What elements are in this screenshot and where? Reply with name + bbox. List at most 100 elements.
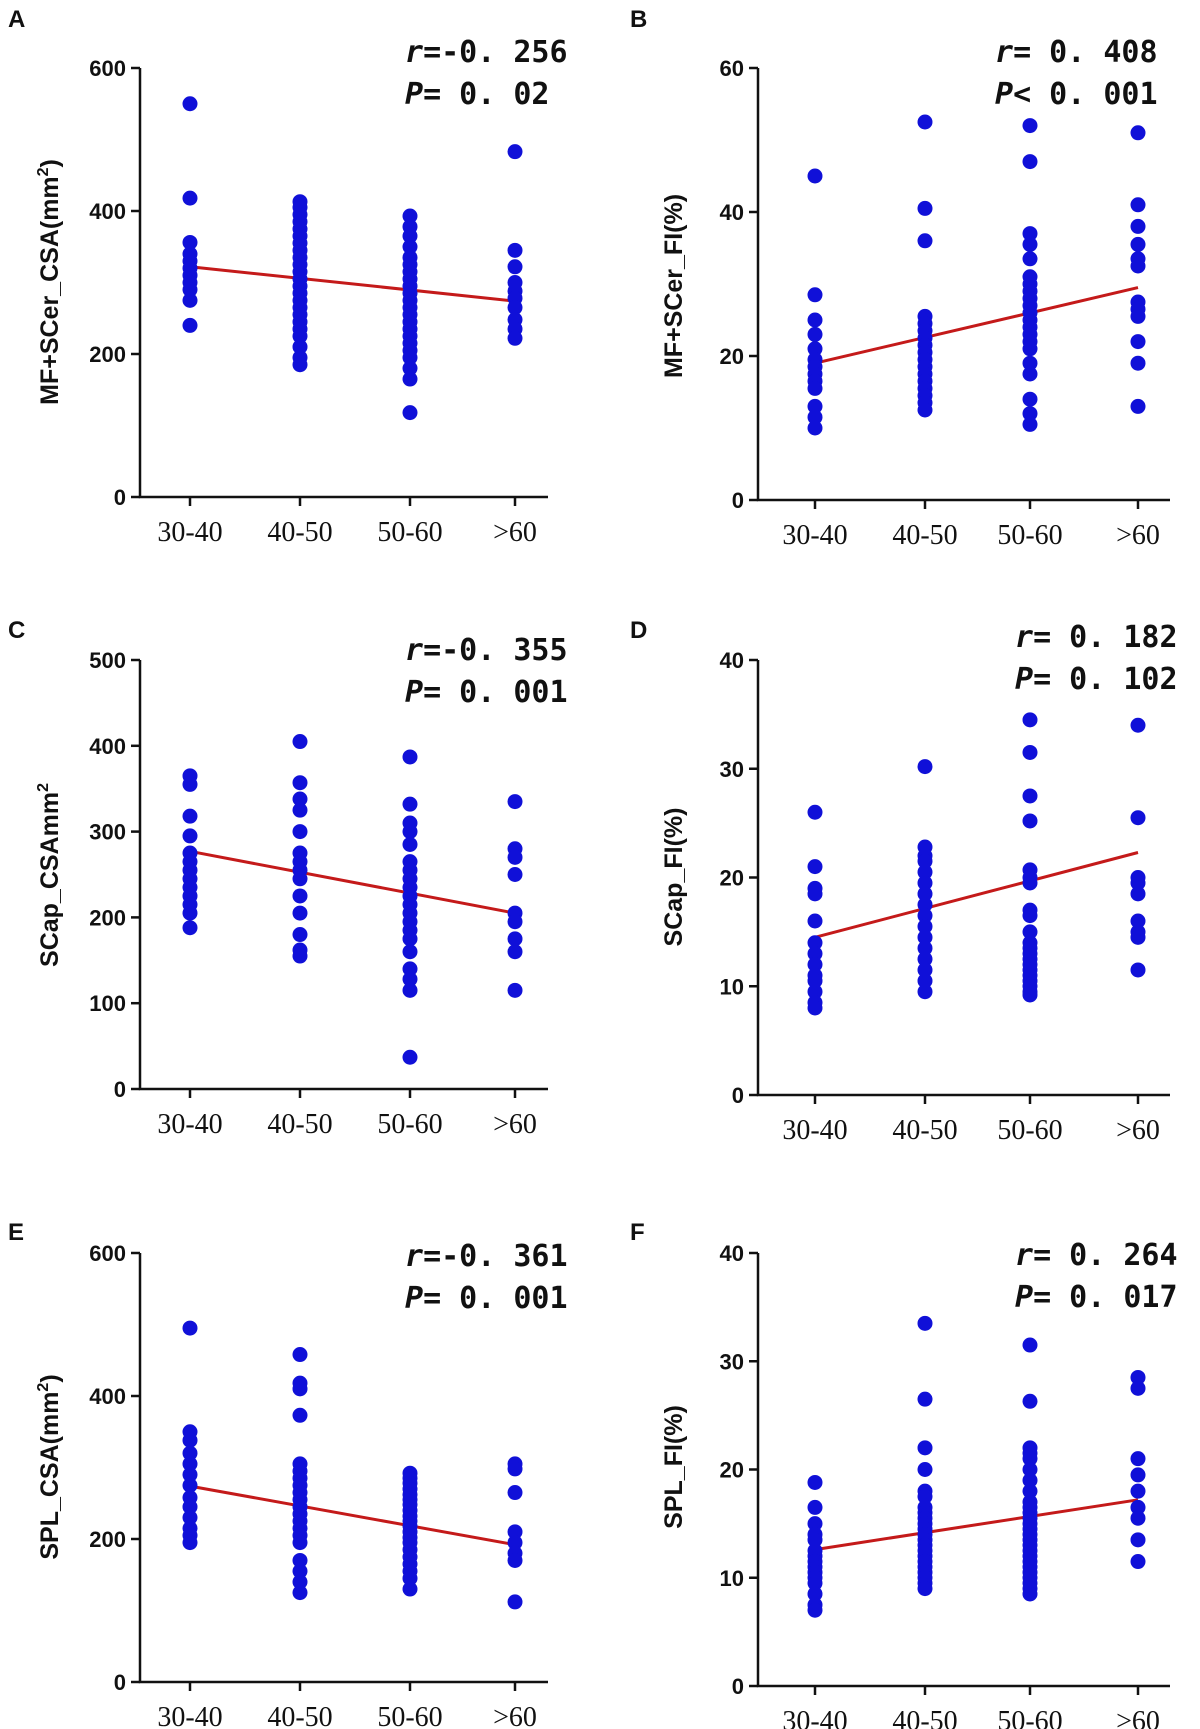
y-axis-label-superscript: 2: [35, 783, 52, 792]
data-point: [1130, 218, 1146, 234]
r-value: =-0. 361: [423, 1239, 568, 1274]
data-point: [507, 242, 523, 258]
x-tick-label: 50-60: [997, 520, 1062, 551]
data-point: [917, 1315, 933, 1331]
p-label: P: [405, 77, 423, 112]
data-point: [807, 380, 823, 396]
data-point: [507, 1524, 523, 1540]
data-point: [807, 341, 823, 357]
data-point: [292, 824, 308, 840]
x-tick-label: 40-50: [892, 520, 957, 551]
data-point: [807, 859, 823, 875]
data-point: [1022, 1393, 1038, 1409]
x-tick-label: 50-60: [997, 1115, 1062, 1146]
data-point: [807, 1474, 823, 1490]
data-point: [182, 282, 198, 298]
data-point: [1130, 810, 1146, 826]
data-point: [1022, 788, 1038, 804]
x-tick-label: 50-60: [997, 1706, 1062, 1729]
data-point: [1022, 251, 1038, 267]
panel-letter: A: [8, 6, 25, 33]
data-point: [1022, 1451, 1038, 1467]
data-point: [1022, 366, 1038, 382]
data-point: [292, 791, 308, 807]
data-point: [292, 339, 308, 355]
data-point: [1022, 875, 1038, 891]
x-tick-label: 30-40: [157, 517, 222, 548]
data-point: [1130, 1499, 1146, 1515]
r-label: r: [405, 633, 423, 668]
y-axis-label-superscript: 2: [35, 1383, 52, 1392]
data-point: [1130, 1483, 1146, 1499]
data-point: [402, 239, 418, 255]
data-point: [917, 951, 933, 967]
data-point: [507, 144, 523, 160]
data-point: [292, 1407, 308, 1423]
x-tick-label: 30-40: [157, 1109, 222, 1140]
data-point: [917, 1462, 933, 1477]
data-point: [1022, 924, 1038, 940]
p-statistic: P= 0. 001: [405, 675, 568, 710]
data-point: [917, 897, 933, 913]
r-label: r: [1015, 1238, 1033, 1273]
y-axis-label-end: ): [36, 159, 64, 167]
data-point: [807, 287, 823, 303]
data-point: [917, 402, 933, 418]
y-tick-label: 10: [720, 1566, 744, 1591]
data-point: [402, 1049, 418, 1065]
r-statistic: r=-0. 361: [405, 1239, 568, 1274]
r-value: =-0. 355: [423, 633, 568, 668]
r-label: r: [995, 35, 1013, 70]
p-value: = 0. 102: [1033, 662, 1178, 697]
y-tick-label: 300: [89, 820, 126, 845]
data-point: [807, 409, 823, 425]
panel-f: F 0 10 20 30 40 30-40 40-50 50-60 >60 SPL_FI(%) r= …: [630, 1219, 1178, 1729]
data-point: [1022, 1586, 1038, 1602]
data-point: [1022, 987, 1038, 1003]
y-tick-label: 200: [89, 342, 126, 367]
data-point: [1130, 1510, 1146, 1526]
p-value: = 0. 001: [423, 1281, 568, 1316]
data-point: [917, 886, 933, 902]
data-point: [917, 929, 933, 945]
data-point: [807, 1499, 823, 1515]
p-statistic: P< 0. 001: [995, 77, 1158, 112]
data-point: [917, 114, 933, 130]
data-point: [1022, 1472, 1038, 1488]
data-point: [1022, 1483, 1038, 1499]
data-point: [182, 317, 198, 333]
data-point: [917, 853, 933, 869]
data-point: [917, 1440, 933, 1456]
data-point: [1130, 1380, 1146, 1396]
data-point: [917, 908, 933, 924]
data-point: [1022, 406, 1038, 422]
regression-line: [189, 265, 516, 303]
data-point: [402, 1570, 418, 1586]
y-tick-label: 0: [732, 1674, 744, 1699]
x-tick-label: 40-50: [892, 1115, 957, 1146]
data-point: [917, 864, 933, 880]
panel-d: D 0 10 20 30 40 30-40 40-50 50-60 >60 SCap_FI(%) r=…: [630, 617, 1178, 1146]
p-value: = 0. 017: [1033, 1280, 1178, 1315]
x-tick-label: 30-40: [157, 1702, 222, 1729]
data-point: [507, 1552, 523, 1568]
data-point: [402, 350, 418, 366]
data-point: [1130, 913, 1146, 929]
data-point: [807, 1532, 823, 1548]
data-point: [807, 957, 823, 972]
panel-letter: F: [630, 1219, 645, 1246]
p-statistic: P= 0. 001: [405, 1281, 568, 1316]
data-point: [1022, 154, 1038, 170]
x-tick-label: 50-60: [377, 517, 442, 548]
data-point: [182, 234, 198, 250]
data-point: [507, 944, 523, 960]
data-point: [292, 1552, 308, 1568]
data-point: [1022, 416, 1038, 432]
data-point: [182, 808, 198, 824]
y-tick-label: 30: [720, 757, 744, 782]
data-point: [182, 1499, 198, 1515]
data-point: [917, 759, 933, 775]
x-tick-label: >60: [1116, 520, 1160, 551]
axes: [138, 660, 548, 1091]
y-tick-label: 0: [114, 485, 126, 510]
